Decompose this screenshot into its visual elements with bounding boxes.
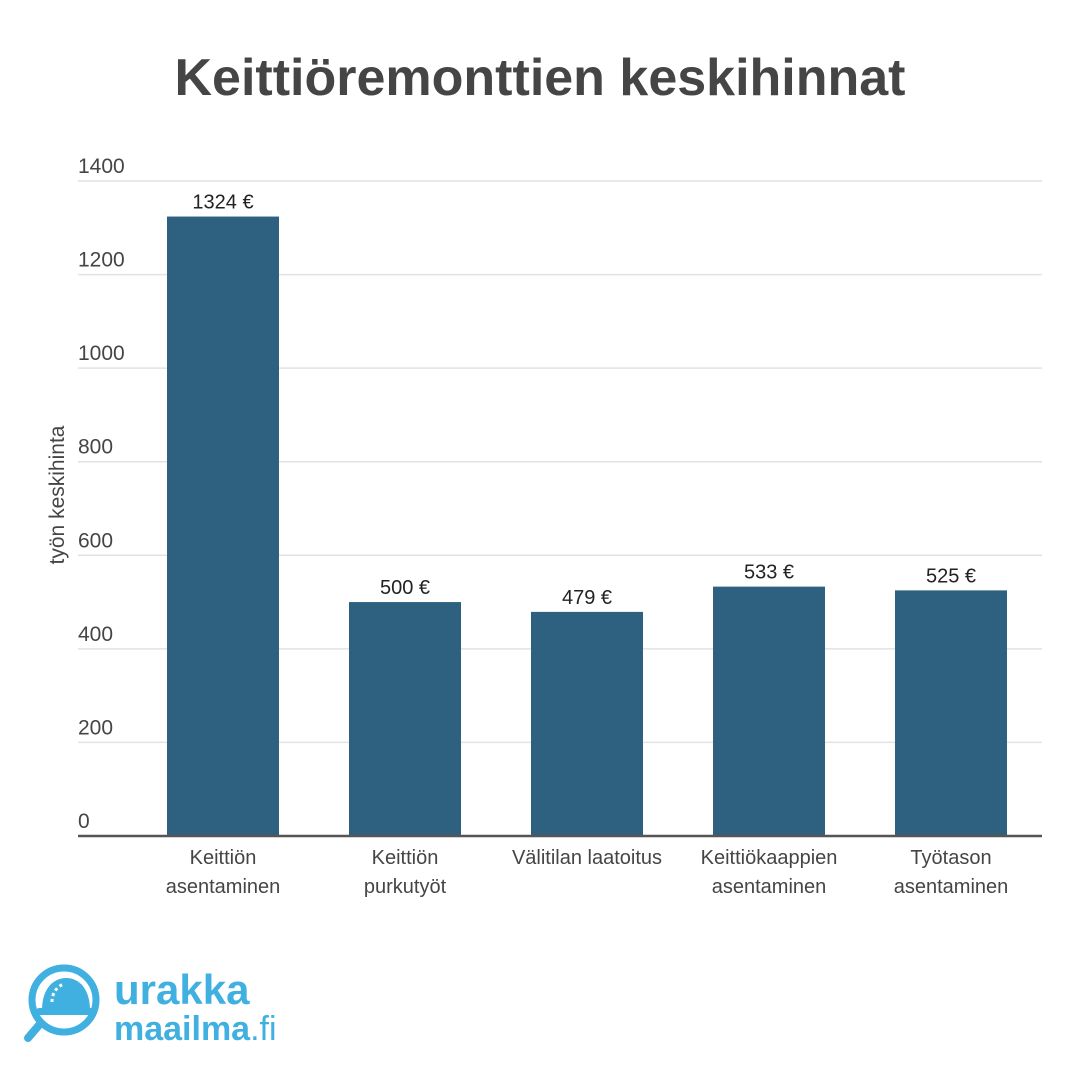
bar-value-label: 525 € [926, 565, 976, 587]
bar [713, 586, 825, 836]
bar [349, 602, 461, 836]
x-tick-label: Välitilan laatoitus [512, 847, 662, 869]
y-tick-label: 800 [78, 436, 113, 459]
bar [531, 611, 643, 836]
y-tick-label: 1400 [78, 155, 125, 178]
bar-value-label: 500 € [380, 577, 430, 599]
y-tick-label: 600 [78, 529, 113, 552]
bar-value-label: 1324 € [192, 192, 253, 214]
urakkamaailma-logo: urakka maailma.fi [24, 964, 277, 1048]
y-tick-label: 1000 [78, 342, 125, 365]
y-tick-label: 1200 [78, 249, 125, 272]
y-tick-label: 400 [78, 623, 113, 646]
logo-text-line1: urakka [114, 966, 250, 1013]
x-tick-label: purkutyöt [364, 876, 447, 898]
x-tick-label: Keittiön [190, 847, 257, 869]
bar [895, 590, 1007, 836]
x-tick-label: asentaminen [712, 876, 827, 898]
bar [167, 216, 279, 837]
bar-value-label: 533 € [744, 562, 794, 584]
hard-hat-magnifier-icon [24, 964, 100, 1042]
x-tick-label: Keittiökaappien [701, 847, 838, 869]
bar-value-label: 479 € [562, 587, 612, 609]
logo-text-line2: maailma.fi [114, 1010, 277, 1048]
x-tick-label: Työtason [910, 847, 991, 869]
chart-title: Keittiöremonttien keskihinnat [174, 49, 906, 107]
x-tick-label: Keittiön [372, 847, 439, 869]
y-axis-title: työn keskihinta [46, 425, 69, 564]
y-tick-label: 0 [78, 810, 90, 833]
y-tick-label: 200 [78, 716, 113, 739]
x-tick-label: asentaminen [166, 876, 281, 898]
bar-chart: 0 200 400 600 800 1000 1200 1400 työn keskihinta… [46, 155, 1042, 898]
x-tick-label: asentaminen [894, 876, 1009, 898]
